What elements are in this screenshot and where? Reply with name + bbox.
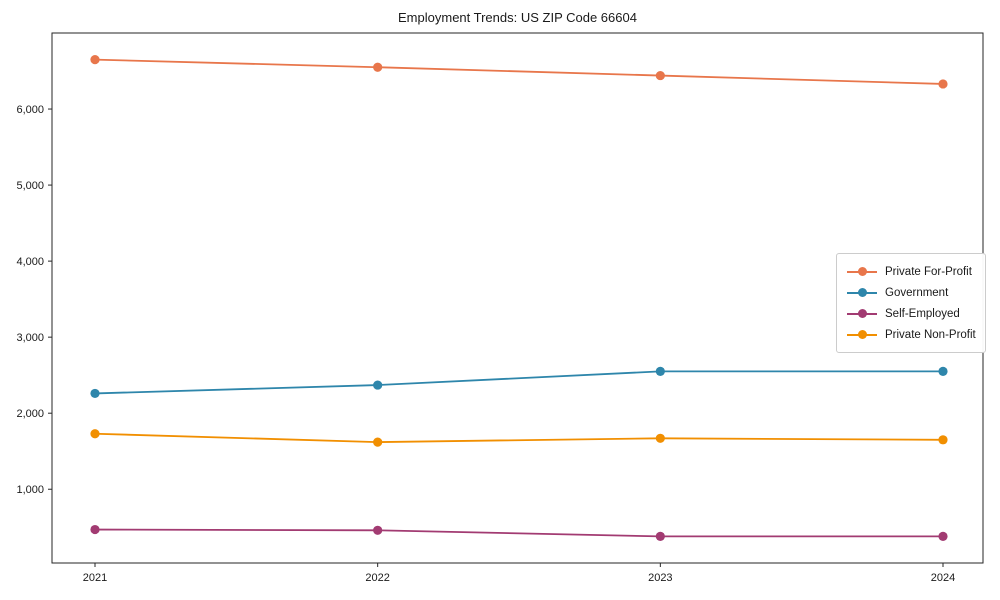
- data-point-private-for-profit: [373, 62, 383, 72]
- series-private-non-profit: [90, 429, 948, 447]
- x-tick-label: 2024: [931, 572, 955, 584]
- data-point-private-non-profit: [90, 429, 100, 439]
- legend-label-private-for-profit: Private For-Profit: [885, 265, 972, 278]
- legend-item-private-for-profit: Private For-Profit: [847, 261, 979, 282]
- legend-marker-self-employed: [847, 308, 877, 320]
- y-tick-label: 5,000: [16, 180, 44, 192]
- series-line-private-for-profit: [94, 58, 944, 85]
- data-point-government: [938, 366, 948, 376]
- series-government: [90, 366, 948, 399]
- data-point-self-employed: [655, 531, 665, 541]
- legend-item-private-non-profit: Private Non-Profit: [847, 324, 979, 345]
- legend-item-self-employed: Self-Employed: [847, 303, 979, 324]
- data-point-self-employed: [373, 525, 383, 535]
- series-line-self-employed: [94, 528, 943, 538]
- legend-label-private-non-profit: Private Non-Profit: [885, 328, 976, 341]
- chart-title: Employment Trends: US ZIP Code 66604: [398, 10, 637, 25]
- y-tick-label: 2,000: [16, 408, 44, 420]
- data-point-private-non-profit: [938, 435, 948, 445]
- legend-item-government: Government: [847, 282, 979, 303]
- legend-label-self-employed: Self-Employed: [885, 307, 960, 320]
- chart-legend: Private For-Profit Government Self-Emplo…: [836, 253, 986, 353]
- data-point-private-non-profit: [655, 433, 665, 443]
- y-axis: 1,000 2,000 3,000 4,000 5,000 6,000: [16, 104, 52, 496]
- data-point-private-for-profit: [938, 79, 948, 89]
- y-tick-label: 1,000: [16, 484, 44, 496]
- series-line-government: [94, 370, 943, 395]
- y-tick-label: 6,000: [16, 104, 44, 116]
- data-point-self-employed: [938, 531, 948, 541]
- legend-label-government: Government: [885, 286, 949, 299]
- data-point-self-employed: [90, 524, 100, 535]
- legend-marker-private-for-profit: [847, 266, 877, 278]
- legend-marker-government: [847, 287, 877, 299]
- series-line-private-non-profit: [94, 432, 944, 443]
- x-tick-label: 2023: [648, 572, 672, 584]
- series-private-for-profit: [90, 55, 948, 89]
- y-tick-label: 3,000: [16, 332, 44, 344]
- x-tick-label: 2022: [365, 572, 389, 584]
- data-point-private-for-profit: [90, 55, 100, 65]
- data-point-private-for-profit: [655, 70, 665, 81]
- legend-marker-private-non-profit: [847, 329, 877, 341]
- data-point-government: [90, 388, 100, 399]
- series-self-employed: [90, 524, 948, 541]
- x-axis: 2021 2022 2023 2024: [83, 563, 955, 584]
- data-point-government: [655, 366, 665, 376]
- x-tick-label: 2021: [83, 572, 107, 584]
- data-point-government: [373, 380, 383, 390]
- y-tick-label: 4,000: [16, 256, 44, 268]
- data-point-private-non-profit: [373, 437, 383, 447]
